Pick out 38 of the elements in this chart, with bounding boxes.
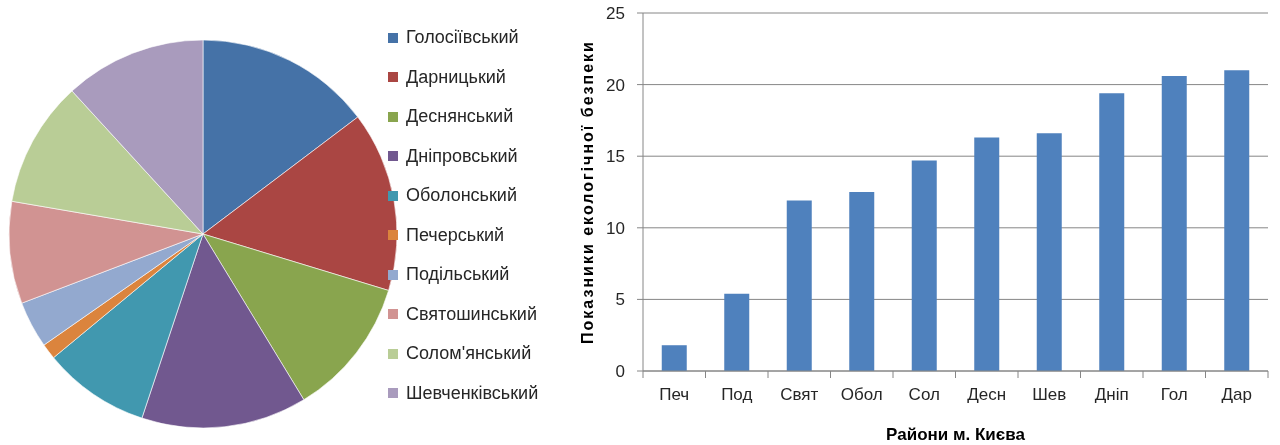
bar (661, 345, 687, 371)
bar (1161, 76, 1187, 371)
bar (786, 200, 812, 371)
legend-label: Дніпровський (406, 145, 518, 167)
y-tick-label: 25 (606, 4, 625, 24)
bar (724, 293, 750, 371)
x-tick-label: Шев (1032, 385, 1067, 405)
x-tick-label: Десн (967, 385, 1007, 405)
x-tick-label: Сол (908, 385, 940, 405)
bar (1036, 133, 1062, 371)
x-tick-label: Печ (659, 385, 690, 405)
legend-label: Солом'янський (406, 343, 532, 365)
bar (849, 192, 875, 371)
legend-label: Святошинський (406, 303, 537, 325)
x-tick-label: Дніп (1094, 385, 1129, 405)
y-tick-label: 15 (606, 147, 625, 167)
x-tick-label: Обол (840, 385, 883, 405)
y-tick-label: 20 (606, 75, 625, 95)
y-axis-title: Показники екологічної безпеки (579, 40, 596, 344)
x-tick-label: Гол (1160, 385, 1188, 405)
legend-label: Дарницький (406, 66, 506, 88)
bar (1224, 70, 1250, 371)
x-tick-label: Под (721, 385, 753, 405)
y-tick-label: 10 (606, 218, 625, 238)
y-tick-label: 0 (615, 362, 625, 382)
x-axis-title: Райони м. Києва (886, 425, 1026, 444)
x-tick-label: Свят (780, 385, 819, 405)
y-tick-label: 5 (615, 290, 625, 310)
legend-label: Шевченківський (406, 382, 539, 404)
bar (1099, 93, 1125, 371)
legend-label: Подільський (406, 264, 510, 286)
legend-label: Оболонський (406, 185, 517, 207)
bar (974, 137, 1000, 371)
x-tick-label: Дар (1221, 385, 1252, 405)
legend-label: Печерський (406, 224, 505, 246)
bar (911, 160, 937, 371)
legend-label: Голосіївський (406, 27, 519, 49)
legend-label: Деснянський (406, 106, 514, 128)
